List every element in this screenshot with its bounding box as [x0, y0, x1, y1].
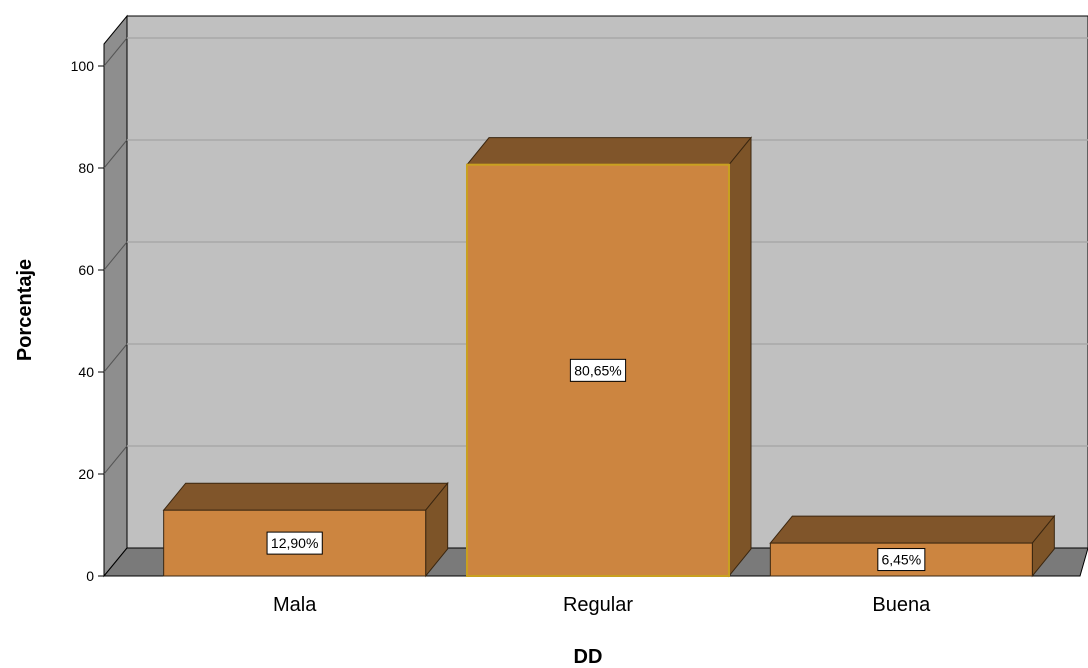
y-tick-label: 100 — [71, 58, 95, 74]
bar-top-face — [162, 482, 449, 511]
x-axis-title: DD — [574, 646, 603, 668]
bar-top-face — [769, 515, 1056, 544]
plot-side-wall — [103, 14, 128, 578]
bar-mala: 12,90% — [162, 481, 449, 578]
data-label: 80,65% — [574, 362, 621, 378]
bar-side-face — [728, 136, 752, 578]
bar-buena: 6,45% — [769, 514, 1056, 578]
y-tick-label: 40 — [78, 364, 94, 380]
y-axis-ticks: 0 20 40 60 80 100 — [71, 58, 104, 584]
bar-regular: 80,65% — [465, 136, 753, 578]
x-category-label: Buena — [872, 594, 931, 616]
y-axis-title: Porcentaje — [14, 259, 36, 361]
y-tick-label: 0 — [86, 568, 94, 584]
gridline-side — [103, 343, 128, 373]
data-label-box — [266, 531, 323, 555]
data-label: 6,45% — [881, 552, 921, 568]
gridline-side — [103, 445, 128, 475]
gridline-side — [103, 37, 128, 67]
x-axis-category-labels: Mala Regular Buena — [273, 594, 931, 616]
bars: 12,90% 80,65% 6,45% — [162, 136, 1056, 578]
gridline-side — [103, 241, 128, 271]
x-category-label: Mala — [273, 594, 317, 616]
y-tick-label: 60 — [78, 262, 94, 278]
data-label-box — [877, 548, 926, 572]
gridline-side — [103, 139, 128, 169]
bar-top-face — [465, 137, 753, 166]
y-tick-label: 80 — [78, 160, 94, 176]
x-category-label: Regular — [563, 594, 633, 616]
data-label: 12,90% — [271, 535, 318, 551]
y-tick-label: 20 — [78, 466, 94, 482]
data-label-box — [569, 358, 627, 382]
